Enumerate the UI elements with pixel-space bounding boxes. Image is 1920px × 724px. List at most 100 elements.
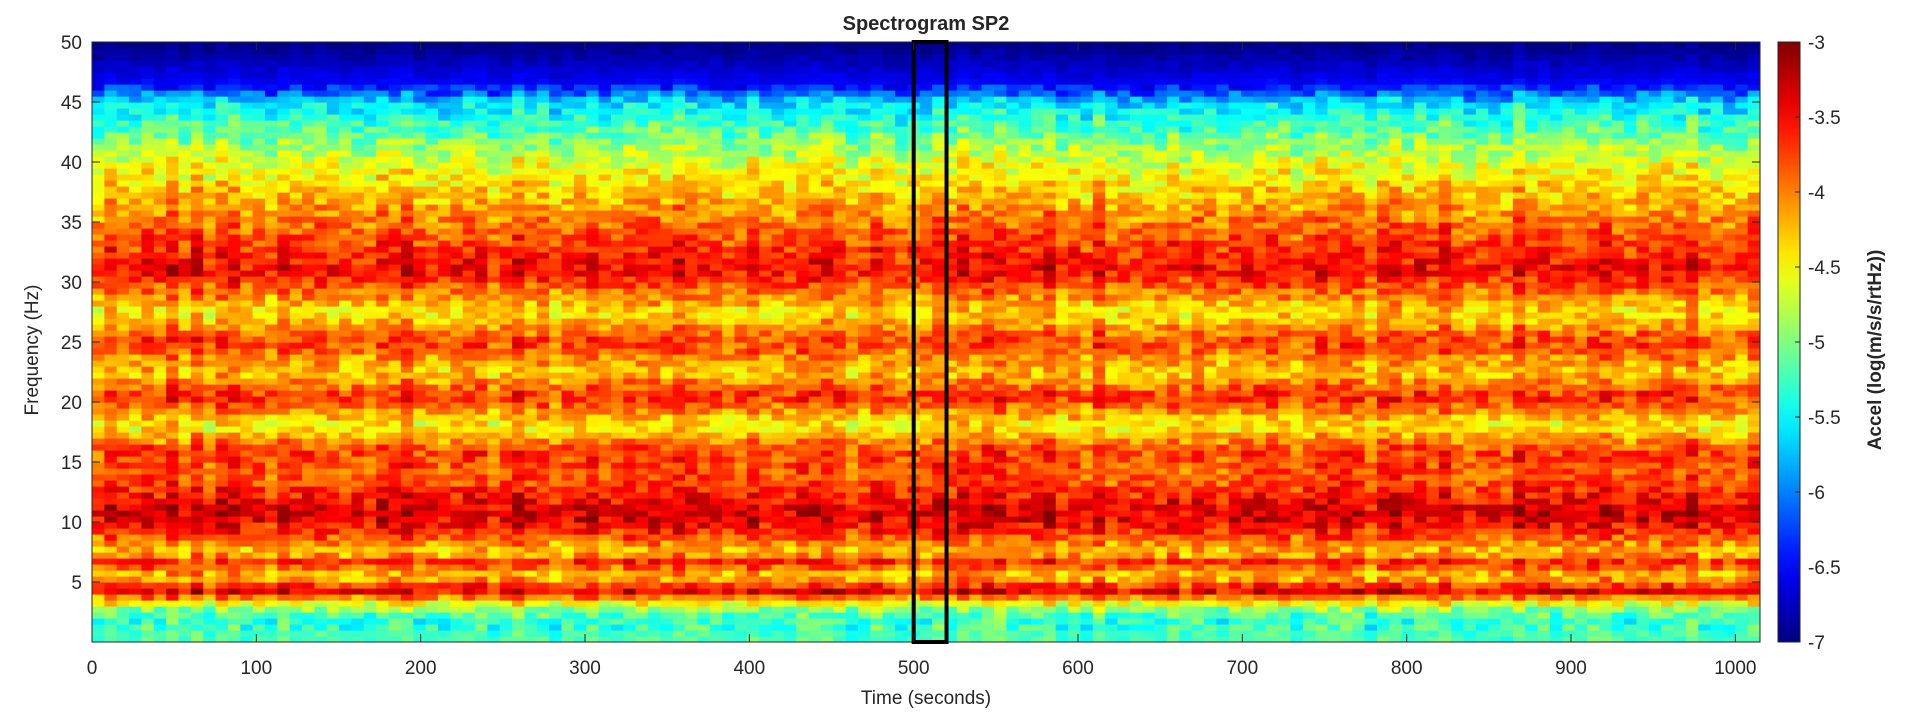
heatmap-cell <box>339 618 353 625</box>
heatmap-cell <box>1673 480 1687 487</box>
heatmap-cell <box>252 594 266 601</box>
heatmap-cell <box>1562 468 1576 475</box>
heatmap-cell <box>993 564 1007 571</box>
heatmap-cell <box>697 594 711 601</box>
heatmap-cell <box>1191 558 1205 565</box>
heatmap-cell <box>141 558 155 565</box>
heatmap-cell <box>1031 636 1044 642</box>
heatmap-cell <box>1315 600 1329 607</box>
heatmap-cell <box>635 630 649 637</box>
heatmap-cell <box>475 558 488 565</box>
heatmap-cell <box>944 444 958 451</box>
heatmap-cell <box>895 498 909 505</box>
heatmap-cell <box>437 510 451 517</box>
heatmap-cell <box>648 492 661 499</box>
heatmap-cell <box>92 444 105 451</box>
heatmap-cell <box>178 504 192 511</box>
heatmap-cell <box>141 612 155 619</box>
heatmap-cell <box>1364 456 1378 463</box>
heatmap-cell <box>499 420 513 427</box>
heatmap-cell <box>932 588 946 595</box>
heatmap-cell <box>475 582 488 589</box>
heatmap-cell <box>388 510 402 517</box>
heatmap-cell <box>1389 510 1403 517</box>
heatmap-cell <box>672 552 686 559</box>
heatmap-cell <box>1611 540 1625 547</box>
heatmap-cell <box>932 594 946 601</box>
heatmap-cell <box>1290 510 1304 517</box>
heatmap-cell <box>462 588 476 595</box>
heatmap-cell <box>1364 594 1378 601</box>
heatmap-cell <box>1488 582 1502 589</box>
heatmap-cell <box>1722 570 1736 577</box>
heatmap-cell <box>1315 510 1329 517</box>
heatmap-cell <box>351 612 365 619</box>
heatmap-cell <box>339 480 353 487</box>
heatmap-cell <box>1031 426 1044 433</box>
heatmap-cell <box>1401 606 1415 613</box>
heatmap-cell <box>1364 426 1378 433</box>
heatmap-cell <box>1055 588 1069 595</box>
heatmap-cell <box>264 624 278 631</box>
heatmap-cell <box>1537 468 1551 475</box>
heatmap-cell <box>277 558 291 565</box>
heatmap-cell <box>1179 534 1193 541</box>
heatmap-cell <box>1698 420 1712 427</box>
heatmap-cell <box>1006 462 1020 469</box>
heatmap-cell <box>944 606 958 613</box>
heatmap-cell <box>264 444 278 451</box>
heatmap-cell <box>1166 594 1180 601</box>
heatmap-cell <box>1241 468 1255 475</box>
heatmap-cell <box>166 636 180 642</box>
heatmap-cell <box>363 462 377 469</box>
heatmap-cell <box>215 600 229 607</box>
heatmap-cell <box>1463 636 1477 642</box>
heatmap-cell <box>1488 636 1502 642</box>
heatmap-cell <box>524 594 538 601</box>
heatmap-cell <box>1710 630 1724 637</box>
heatmap-cell <box>1747 594 1760 601</box>
heatmap-cell <box>1129 498 1143 505</box>
heatmap-cell <box>215 474 229 481</box>
heatmap-cell <box>858 480 871 487</box>
heatmap-cell <box>277 438 291 445</box>
heatmap-cell <box>1587 510 1600 517</box>
heatmap-cell <box>1438 492 1452 499</box>
heatmap-cell <box>314 462 328 469</box>
heatmap-cell <box>796 546 810 553</box>
heatmap-cell <box>1006 522 1020 529</box>
heatmap-cell <box>1710 462 1724 469</box>
heatmap-cell <box>141 552 155 559</box>
heatmap-cell <box>240 540 254 547</box>
heatmap-cell <box>400 444 414 451</box>
heatmap-cell <box>215 468 229 475</box>
heatmap-cell <box>969 432 983 439</box>
heatmap-cell <box>1599 606 1613 613</box>
heatmap-cell <box>1648 474 1662 481</box>
heatmap-cell <box>573 618 587 625</box>
heatmap-cell <box>586 630 600 637</box>
heatmap-cell <box>413 606 427 613</box>
heatmap-cell <box>499 564 513 571</box>
heatmap-cell <box>1599 438 1613 445</box>
heatmap-cell <box>190 630 204 637</box>
heatmap-cell <box>1438 624 1452 631</box>
heatmap-cell <box>400 570 414 577</box>
heatmap-cell <box>302 564 315 571</box>
heatmap-cell <box>1179 528 1193 535</box>
heatmap-cell <box>264 426 278 433</box>
heatmap-cell <box>1129 450 1143 457</box>
heatmap-cell <box>1710 594 1724 601</box>
heatmap-cell <box>1624 588 1638 595</box>
heatmap-cell <box>499 528 513 535</box>
heatmap-cell <box>302 492 315 499</box>
heatmap-cell <box>833 480 847 487</box>
heatmap-cell <box>969 612 983 619</box>
heatmap-cell <box>1624 564 1638 571</box>
heatmap-cell <box>1389 552 1403 559</box>
heatmap-cell <box>1228 582 1242 589</box>
heatmap-cell <box>1574 612 1588 619</box>
heatmap-cell <box>524 558 538 565</box>
heatmap-cell <box>895 558 909 565</box>
heatmap-cell <box>783 552 797 559</box>
